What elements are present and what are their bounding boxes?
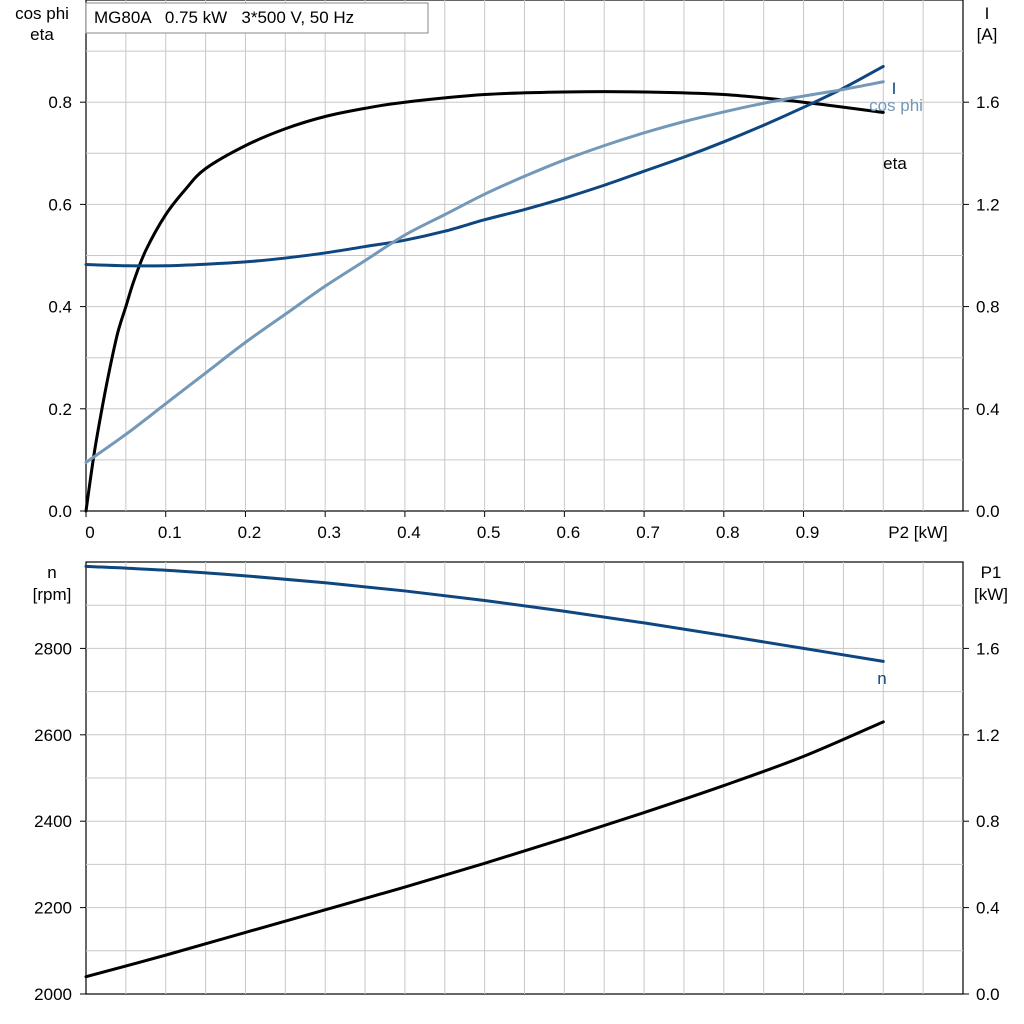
left-tick-label: 2800 [34,639,72,658]
series-line-eta [84,90,885,513]
right-tick-label: 0.8 [976,812,1000,831]
curve-label-n: n [877,669,886,688]
series-line-cos-phi [84,80,885,464]
bottom-grid [86,562,963,994]
x-tick-label: 0.9 [796,523,820,542]
series-line-i [84,64,885,268]
left-tick-label: 0.6 [48,195,72,214]
curve-label-eta: eta [883,154,907,173]
bottom-right-axis-title-line1: P1 [981,563,1002,582]
left-tick-label: 0.4 [48,298,72,317]
top-left-axis-title-line1: cos phi [15,4,69,23]
top-x-axis-title: P2 [kW] [888,523,948,542]
right-tick-label: 1.2 [976,726,1000,745]
right-tick-label: 0.0 [976,985,1000,1004]
bottom-ticks: 2000 2200 2400 2600 2800 0.0 0.4 0.8 1.2 1.6 [34,639,999,1004]
left-tick-label: 0.0 [48,502,72,521]
left-tick-label: 2600 [34,726,72,745]
x-tick-label: 0.6 [557,523,581,542]
right-tick-label: 1.6 [976,93,1000,112]
x-tick-label: 0.7 [636,523,660,542]
right-tick-label: 0.4 [976,400,1000,419]
caption: MG80A 0.75 kW 3*500 V, 50 Hz [94,8,354,27]
bottom-right-axis-title-line2: [kW] [974,585,1008,604]
bottom-left-axis-title-line2: [rpm] [33,585,72,604]
bottom-curves: n [84,564,887,979]
curve-label-i: I [892,79,897,98]
left-tick-label: 0.8 [48,93,72,112]
right-tick-label: 0.8 [976,298,1000,317]
x-tick-label: 0.3 [317,523,341,542]
right-tick-label: 0.4 [976,899,1000,918]
series-line-n [84,564,885,663]
top-left-axis-title-line2: eta [30,25,54,44]
right-tick-label: 1.6 [976,639,1000,658]
x-tick-label: 0.2 [238,523,262,542]
top-right-axis-title-line2: [A] [977,25,998,44]
x-tick-label: 0 [85,523,94,542]
left-tick-label: 0.2 [48,400,72,419]
left-tick-label: 2400 [34,812,72,831]
caption-box [85,2,429,34]
right-tick-label: 1.2 [976,195,1000,214]
curve-label-cos-phi: cos phi [869,96,923,115]
top-grid [86,0,963,511]
x-tick-label: 0.5 [477,523,501,542]
series-line-p1 [84,720,885,979]
left-tick-label: 2200 [34,899,72,918]
x-tick-label: 0.4 [397,523,421,542]
x-tick-label: 0.1 [158,523,182,542]
x-tick-label: 0.8 [716,523,740,542]
left-tick-label: 2000 [34,985,72,1004]
top-right-axis-title-line1: I [985,4,990,23]
bottom-left-axis-title-line1: n [47,563,56,582]
right-tick-label: 0.0 [976,502,1000,521]
top-ticks: 0.0 0.2 0.4 0.6 0.8 0.0 0.4 0.8 1.2 1.6 0 0.1 0.2 0.3… [48,93,999,542]
